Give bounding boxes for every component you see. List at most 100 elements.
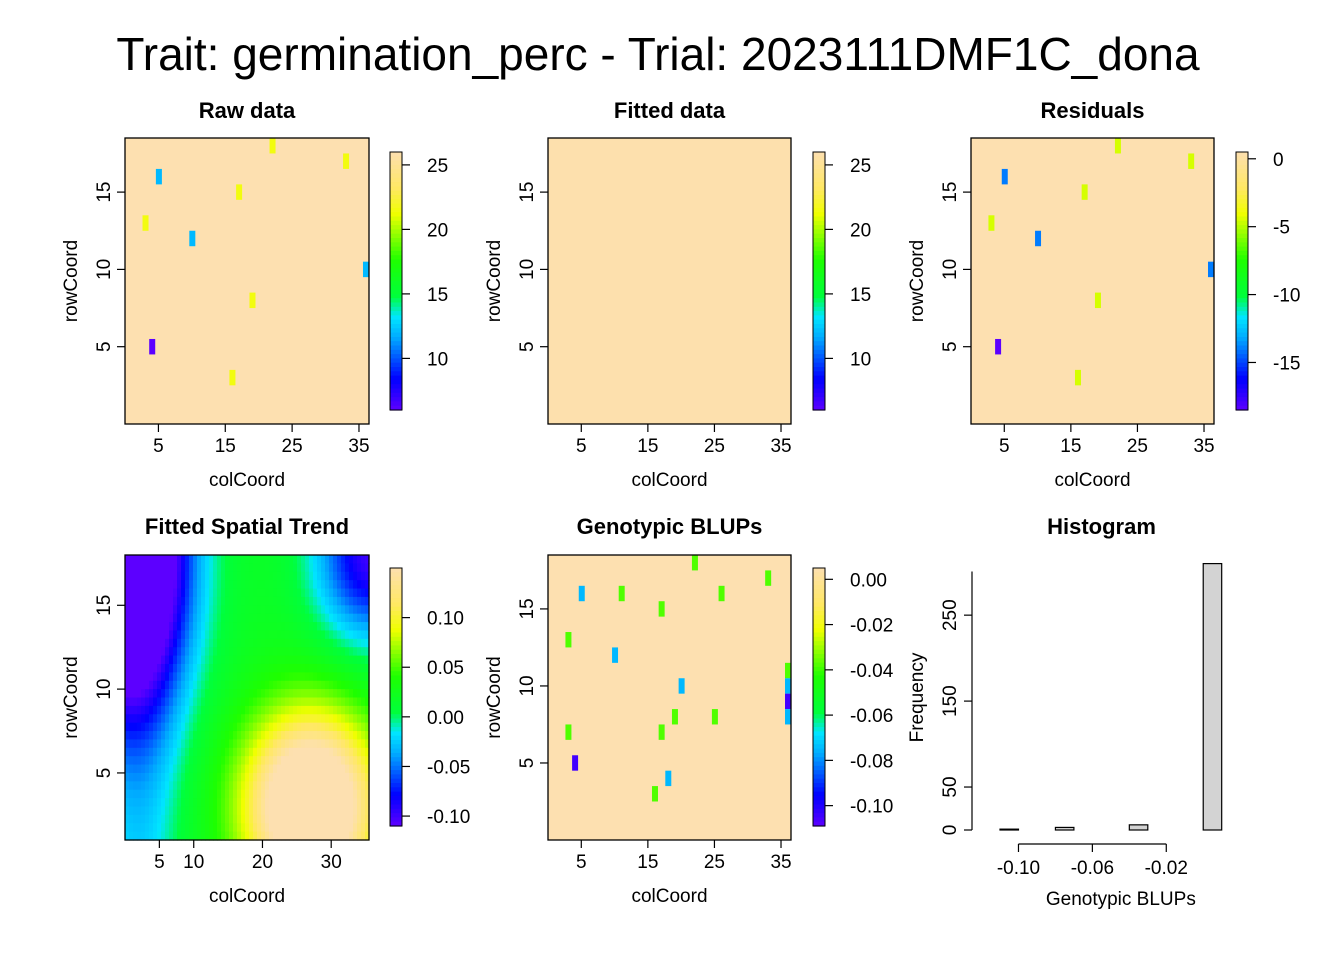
trend-surface-cell	[261, 823, 266, 833]
trend-surface-cell	[133, 672, 138, 682]
trend-surface-cell	[209, 622, 214, 632]
colorbar-swatch	[390, 259, 402, 265]
trend-surface-cell	[241, 630, 246, 640]
trend-surface-cell	[341, 630, 346, 640]
trend-surface-cell	[265, 563, 270, 573]
trend-surface-cell	[245, 781, 250, 791]
trend-surface-cell	[281, 672, 286, 682]
trend-surface-cell	[349, 689, 354, 699]
trend-surface-cell	[133, 798, 138, 808]
heatmap-cell	[718, 585, 725, 602]
trend-surface-cell	[265, 772, 270, 782]
trend-surface-cell	[273, 772, 278, 782]
trend-surface-cell	[333, 596, 338, 606]
trend-surface-cell	[125, 622, 130, 632]
trend-surface-cell	[233, 596, 238, 606]
trend-surface-cell	[265, 580, 270, 590]
trend-surface-cell	[161, 823, 166, 833]
trend-surface-cell	[189, 823, 194, 833]
trend-surface-cell	[241, 622, 246, 632]
trend-surface-cell	[329, 747, 334, 757]
trend-surface-cell	[133, 731, 138, 741]
colorbar-tick-label: 0.00	[427, 708, 464, 729]
trend-surface-cell	[301, 705, 306, 715]
trend-surface-cell	[161, 672, 166, 682]
trend-surface-cell	[137, 722, 142, 732]
trend-surface-cell	[165, 764, 170, 774]
trend-surface-cell	[229, 789, 234, 799]
trend-surface-cell	[185, 814, 190, 824]
trend-surface-cell	[233, 638, 238, 648]
colorbar-swatch	[390, 791, 402, 797]
trend-surface-cell	[217, 772, 222, 782]
trend-surface-cell	[277, 772, 282, 782]
trend-surface-cell	[257, 739, 262, 749]
trend-surface-cell	[181, 697, 186, 707]
trend-surface-cell	[257, 772, 262, 782]
trend-surface-cell	[241, 563, 246, 573]
colorbar-swatch	[813, 164, 825, 170]
colorbar-swatch	[813, 319, 825, 325]
trend-surface-cell	[265, 789, 270, 799]
trend-surface-cell	[261, 689, 266, 699]
x-tick-label: 15	[215, 436, 236, 457]
trend-surface-cell	[337, 823, 342, 833]
trend-surface-cell	[165, 647, 170, 657]
trend-surface-cell	[285, 672, 290, 682]
trend-surface-cell	[233, 605, 238, 615]
trend-surface-cell	[357, 580, 362, 590]
trend-surface-cell	[125, 563, 130, 573]
trend-surface-cell	[201, 756, 206, 766]
colorbar-swatch	[390, 714, 402, 720]
trend-surface-cell	[313, 680, 318, 690]
trend-surface-cell	[137, 705, 142, 715]
trend-surface-cell	[209, 789, 214, 799]
trend-surface-cell	[329, 680, 334, 690]
colorbar-tick-label: -10	[1273, 286, 1300, 307]
trend-surface-cell	[169, 739, 174, 749]
trend-surface-cell	[157, 814, 162, 824]
trend-surface-cell	[329, 555, 334, 564]
colorbar-swatch	[813, 757, 825, 763]
trend-surface-cell	[209, 823, 214, 833]
trend-surface-cell	[253, 806, 258, 816]
trend-surface-cell	[345, 680, 350, 690]
trend-surface-cell	[281, 655, 286, 665]
trend-surface-cell	[321, 789, 326, 799]
colorbar-swatch	[1236, 311, 1248, 316]
trend-surface-cell	[329, 647, 334, 657]
trend-surface-cell	[241, 697, 246, 707]
trend-surface-cell	[129, 605, 134, 615]
trend-surface-cell	[229, 722, 234, 732]
trend-surface-cell	[225, 781, 230, 791]
trend-surface-cell	[177, 705, 182, 715]
trend-surface-cell	[157, 596, 162, 606]
trend-surface-cell	[193, 772, 198, 782]
trend-surface-cell	[293, 622, 298, 632]
colorbar-swatch	[390, 405, 402, 411]
colorbar-swatch	[813, 593, 825, 599]
trend-surface-cell	[365, 739, 370, 749]
trend-surface-cell	[205, 722, 210, 732]
trend-surface-cell	[217, 714, 222, 724]
trend-surface-cell	[305, 756, 310, 766]
trend-surface-cell	[153, 596, 158, 606]
colorbar-swatch	[1236, 152, 1248, 157]
trend-surface-cell	[289, 831, 294, 841]
trend-surface-cell	[137, 747, 142, 757]
trend-surface-cell	[161, 647, 166, 657]
trend-surface-cell	[193, 705, 198, 715]
trend-surface-cell	[165, 789, 170, 799]
colorbar-swatch	[390, 752, 402, 758]
colorbar-swatch	[390, 401, 402, 407]
colorbar-swatch	[1236, 306, 1248, 312]
trend-surface-cell	[357, 571, 362, 581]
trend-surface-cell	[189, 613, 194, 623]
trend-surface-cell	[153, 781, 158, 791]
trend-surface-cell	[281, 731, 286, 741]
trend-surface-cell	[305, 622, 310, 632]
trend-surface-cell	[161, 630, 166, 640]
trend-surface-cell	[213, 739, 218, 749]
trend-surface-cell	[161, 731, 166, 741]
trend-surface-cell	[157, 555, 162, 564]
